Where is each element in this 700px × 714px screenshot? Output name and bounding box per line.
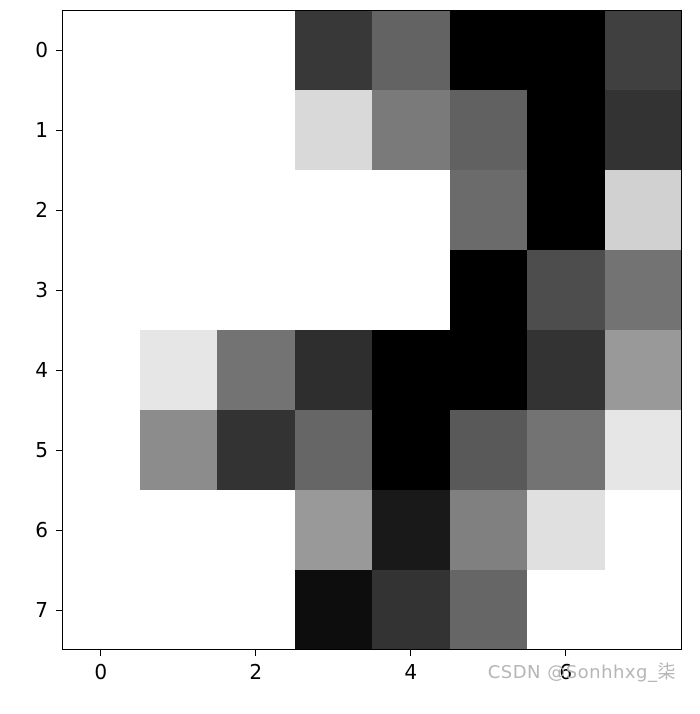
x-tick-mark [255, 650, 256, 656]
y-tick-mark [56, 450, 62, 451]
heatmap-cell [605, 570, 683, 650]
heatmap-cell [295, 330, 373, 410]
heatmap-cell [372, 330, 450, 410]
heatmap-cell [217, 250, 295, 330]
figure: 01234567 0246 CSDN @Sonhhxg_柒 [0, 0, 700, 714]
heatmap-cell [605, 490, 683, 570]
y-tick-label: 0 [0, 40, 48, 60]
heatmap-cell [527, 490, 605, 570]
y-tick-label: 1 [0, 120, 48, 140]
x-tick-mark [565, 650, 566, 656]
heatmap-cell [62, 90, 140, 170]
x-tick-label: 0 [94, 662, 107, 682]
heatmap-cell [450, 10, 528, 90]
heatmap-cell [295, 170, 373, 250]
heatmap-cell [295, 490, 373, 570]
heatmap-cell [450, 570, 528, 650]
heatmap-cell [217, 490, 295, 570]
heatmap-cell [295, 250, 373, 330]
heatmap-cell [605, 250, 683, 330]
heatmap-cell [605, 330, 683, 410]
heatmap-cell [605, 410, 683, 490]
heatmap-cell [62, 10, 140, 90]
heatmap-cell [140, 170, 218, 250]
y-tick-mark [56, 210, 62, 211]
heatmap-cell [605, 90, 683, 170]
y-tick-mark [56, 370, 62, 371]
y-tick-label: 7 [0, 600, 48, 620]
heatmap-cell [372, 570, 450, 650]
heatmap-cell [450, 330, 528, 410]
heatmap-cell [527, 10, 605, 90]
x-tick-label: 4 [404, 662, 417, 682]
heatmap-cell [140, 410, 218, 490]
y-tick-label: 4 [0, 360, 48, 380]
heatmap-cell [140, 570, 218, 650]
heatmap-cell [62, 250, 140, 330]
heatmap-cell [295, 410, 373, 490]
heatmap-axes [62, 10, 682, 650]
heatmap-cell [62, 170, 140, 250]
heatmap-cell [450, 490, 528, 570]
heatmap-cell [140, 490, 218, 570]
x-tick-mark [410, 650, 411, 656]
heatmap-cell [450, 250, 528, 330]
heatmap-cell [450, 90, 528, 170]
heatmap-cell [217, 90, 295, 170]
heatmap-cell [527, 570, 605, 650]
heatmap-cell [62, 330, 140, 410]
heatmap-cell [217, 410, 295, 490]
heatmap-cell [527, 170, 605, 250]
heatmap-cell [217, 570, 295, 650]
heatmap-cell [217, 330, 295, 410]
heatmap-cell [62, 570, 140, 650]
heatmap-cell [295, 10, 373, 90]
y-tick-mark [56, 290, 62, 291]
watermark-text: CSDN @Sonhhxg_柒 [488, 658, 676, 684]
heatmap-grid [62, 10, 682, 650]
heatmap-cell [605, 170, 683, 250]
heatmap-cell [140, 10, 218, 90]
heatmap-cell [372, 170, 450, 250]
heatmap-cell [372, 250, 450, 330]
x-tick-label: 2 [249, 662, 262, 682]
heatmap-cell [140, 90, 218, 170]
y-tick-mark [56, 530, 62, 531]
heatmap-cell [527, 410, 605, 490]
heatmap-cell [372, 410, 450, 490]
y-tick-mark [56, 610, 62, 611]
heatmap-cell [527, 90, 605, 170]
heatmap-cell [217, 170, 295, 250]
y-tick-label: 3 [0, 280, 48, 300]
heatmap-cell [62, 490, 140, 570]
y-tick-label: 2 [0, 200, 48, 220]
heatmap-cell [450, 170, 528, 250]
heatmap-cell [372, 90, 450, 170]
heatmap-cell [295, 570, 373, 650]
y-tick-label: 5 [0, 440, 48, 460]
heatmap-cell [140, 250, 218, 330]
y-tick-mark [56, 130, 62, 131]
heatmap-cell [295, 90, 373, 170]
y-tick-mark [56, 50, 62, 51]
heatmap-cell [527, 330, 605, 410]
y-tick-label: 6 [0, 520, 48, 540]
heatmap-cell [140, 330, 218, 410]
x-tick-mark [100, 650, 101, 656]
heatmap-cell [527, 250, 605, 330]
heatmap-cell [450, 410, 528, 490]
heatmap-cell [217, 10, 295, 90]
heatmap-cell [605, 10, 683, 90]
heatmap-cell [62, 410, 140, 490]
heatmap-cell [372, 490, 450, 570]
heatmap-cell [372, 10, 450, 90]
